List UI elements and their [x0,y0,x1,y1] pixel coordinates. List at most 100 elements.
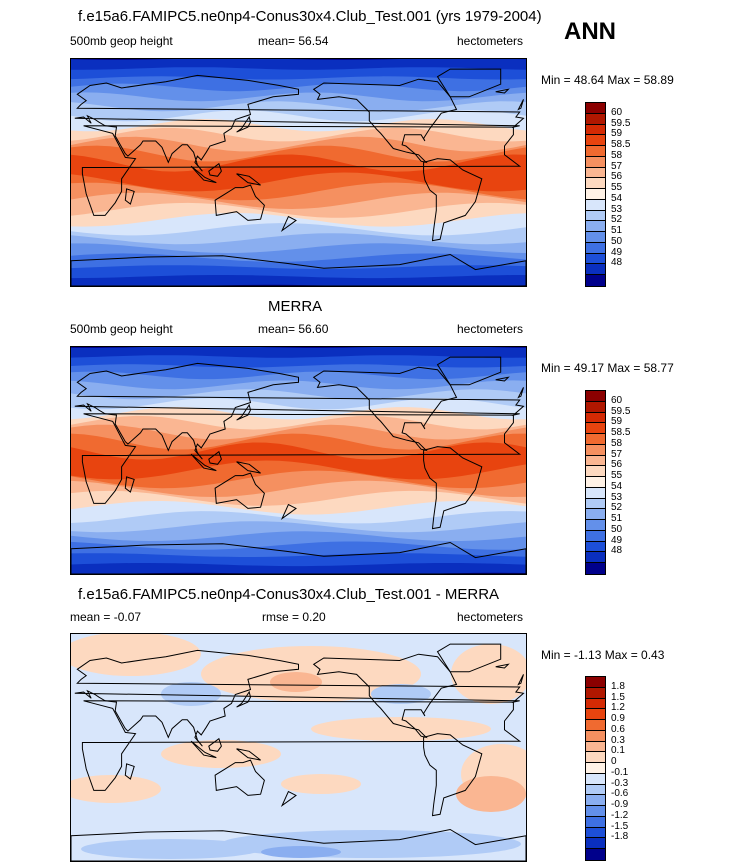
panel2-variable: 500mb geop height [70,322,173,336]
continent-outline [312,653,458,739]
colorbar-swatch [586,242,605,254]
colorbar-tick-label: -0.3 [611,777,629,789]
colorbar-swatch [586,498,605,510]
panel3-units: hectometers [457,610,524,624]
continent-outline [71,541,526,574]
panel2-minmax: Min = 49.17 Max = 58.77 [541,361,674,375]
panel1-variable: 500mb geop height [70,34,173,48]
colorbar-tick-label: 52 [611,214,623,226]
colorbar-tick-label: 49 [611,534,623,546]
colorbar-swatch [586,135,605,146]
colorbar-swatch [586,752,605,763]
continent-outline [436,356,502,386]
colorbar-swatch [586,477,605,488]
colorbar-tick-label: -0.9 [611,799,629,811]
colorbar-tick-label: 0.1 [611,745,625,757]
island-outline [236,461,261,474]
colorbar-swatch [586,520,605,531]
colorbar-swatch [586,530,605,542]
continent-outline [81,125,522,216]
colorbar-swatch [586,541,605,553]
colorbar-swatch [586,412,605,424]
anomaly-region [281,774,361,794]
anomaly-region [71,775,161,803]
colorbar-swatch [586,178,605,189]
colorbar-swatch [586,113,605,125]
panel3-title: f.e15a6.FAMIPC5.ne0np4-Conus30x4.Club_Te… [78,586,500,603]
colorbar-tick-label: 56 [611,171,623,183]
colorbar-tick-label: 1.5 [611,691,625,703]
colorbar-tick-label: 59 [611,416,623,428]
colorbar-tick-label: 50 [611,235,623,247]
colorbar-swatch [586,221,605,232]
colorbar-swatch [586,124,605,136]
colorbar-swatch [586,487,605,499]
coastlines [71,68,526,286]
continent-outline [71,253,526,286]
anomaly-region [371,684,431,704]
colorbar-tick-label: 0.9 [611,713,625,725]
panel3-colorbar [585,676,606,861]
contour-band [71,442,526,480]
colorbar-tick-label: 1.8 [611,680,625,692]
colorbar-tick-label: 57 [611,448,623,460]
colorbar-swatch [586,773,605,785]
colorbar-swatch [586,509,605,520]
colorbar-swatch [586,455,605,467]
panel1-map [70,58,527,287]
colorbar-tick-label: 54 [611,480,623,492]
continent-outline [214,472,265,509]
colorbar-tick-label: 50 [611,523,623,535]
continent-outline [81,413,522,504]
colorbar-tick-label: -1.2 [611,809,629,821]
colorbar-swatch [586,466,605,477]
colorbar-tick-label: 60 [611,394,623,406]
colorbar-swatch [586,275,605,286]
panel1-colorbar [585,102,606,287]
island-outline [190,453,217,472]
colorbar-swatch [586,232,605,243]
coastlines [71,643,526,861]
colorbar-swatch [586,401,605,413]
colorbar-swatch [586,698,605,710]
colorbar-tick-label: -0.1 [611,766,629,778]
island-outline [208,737,222,752]
colorbar-swatch [586,730,605,742]
continent-outline [436,68,502,98]
island-outline [280,790,297,807]
colorbar-tick-label: 49 [611,246,623,258]
colorbar-tick-label: 0 [611,756,617,768]
continent-outline [214,759,265,796]
island-outline [495,663,510,669]
colorbar-swatch [586,827,605,839]
colorbar-swatch [586,687,605,699]
colorbar-tick-label: -1.5 [611,820,629,832]
panel2-colorbar [585,390,606,575]
colorbar-tick-label: -0.6 [611,788,629,800]
panel2-title: MERRA [268,298,323,315]
colorbar-swatch [586,167,605,179]
colorbar-swatch [586,103,605,114]
colorbar-swatch [586,189,605,200]
panel1-units: hectometers [457,34,524,48]
panel3-minmax: Min = -1.13 Max = 0.43 [541,648,665,662]
colorbar-tick-label: 57 [611,160,623,172]
contour-band [71,154,526,192]
colorbar-swatch [586,434,605,445]
colorbar-tick-label: 53 [611,491,623,503]
panel1-contour-map [71,59,526,286]
colorbar-tick-label: 52 [611,502,623,514]
island-outline [124,763,135,780]
colorbar-swatch [586,552,605,563]
island-outline [280,503,297,520]
colorbar-tick-label: 48 [611,545,623,557]
colorbar-tick-label: 53 [611,203,623,215]
anomaly-region [81,839,261,859]
colorbar-swatch [586,849,605,860]
continent-outline [74,74,525,172]
colorbar-swatch [586,795,605,806]
colorbar-swatch [586,838,605,849]
anomaly-region [451,644,526,704]
colorbar-tick-label: 54 [611,192,623,204]
colorbar-swatch [586,763,605,774]
